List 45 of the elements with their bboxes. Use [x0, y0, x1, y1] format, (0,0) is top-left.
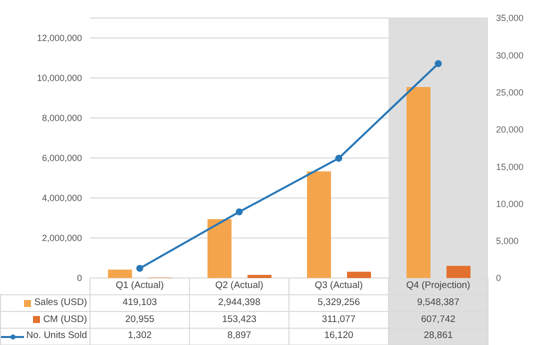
y2-tick-label: 5,000	[496, 236, 519, 246]
y2-tick-label: 0	[496, 273, 502, 284]
data-label: 153,423	[221, 312, 258, 326]
bar	[307, 171, 331, 278]
data-label: 1,302	[126, 329, 153, 344]
x-tick-label: Q1 (Actual)	[114, 279, 165, 293]
data-label: 2,944,398	[217, 296, 262, 310]
y-tick-label: 8,000,000	[42, 113, 82, 124]
data-label: 5,329,256	[316, 296, 361, 310]
y-tick-label: 6,000,000	[42, 153, 82, 164]
point	[136, 264, 144, 272]
data-label: 9,548,387	[416, 296, 460, 310]
x-tick-label: Q2 (Actual)	[214, 279, 264, 293]
point	[434, 60, 442, 68]
legend-label: Sales (USD)	[34, 296, 87, 310]
y-tick-label: 0	[76, 273, 82, 284]
bar	[446, 266, 470, 278]
data-label: 16,120	[323, 329, 354, 344]
y-tick-label: 12,000,000	[36, 33, 82, 44]
point	[335, 154, 342, 162]
data-label: 28,861	[422, 329, 454, 344]
data-label: 419,103	[122, 296, 158, 310]
data-label: 311,077	[320, 312, 357, 326]
y-tick-label: 2,000,000	[42, 233, 82, 244]
legend-label: CM (USD)	[43, 312, 87, 326]
bar	[406, 87, 430, 278]
data-label: 607,742	[420, 312, 456, 326]
bar	[248, 274, 272, 278]
data-label: 20,955	[124, 312, 156, 326]
data-label: 8,897	[226, 329, 252, 344]
y-tick-label: 4,000,000	[42, 193, 82, 204]
bar	[208, 219, 232, 278]
x-tick-label: Q3 (Actual)	[314, 279, 364, 293]
legend-label: No. Units Sold	[26, 329, 87, 344]
bar	[108, 270, 132, 278]
y-tick-label: 10,000,000	[36, 73, 82, 84]
point	[236, 208, 243, 216]
y2-tick-label: 30,000	[496, 50, 524, 60]
bar	[347, 272, 371, 278]
y2-tick-label: 15,000	[496, 162, 524, 172]
y2-tick-label: 20,000	[496, 124, 524, 135]
y2-tick-label: 25,000	[496, 87, 524, 98]
x-tick-label: Q4 (Projection)	[405, 279, 472, 293]
y2-tick-label: 10,000	[496, 198, 524, 209]
y2-tick-label: 35,000	[496, 13, 524, 24]
